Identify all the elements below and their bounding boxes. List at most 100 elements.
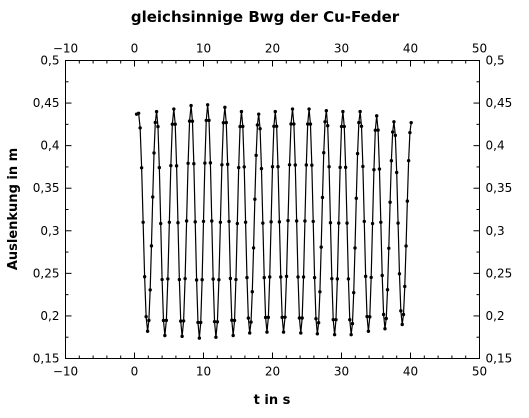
data-point: [293, 163, 297, 167]
data-point: [263, 315, 268, 320]
y-tick-label-left: 0,3: [40, 224, 59, 238]
data-point: [153, 120, 157, 125]
data-point: [287, 163, 292, 167]
data-point: [319, 245, 323, 249]
data-point: [354, 196, 358, 200]
data-point: [341, 109, 345, 114]
data-point: [322, 151, 326, 155]
data-point: [187, 119, 192, 123]
data-point: [172, 107, 176, 111]
data-point: [274, 124, 279, 129]
data-point: [227, 219, 231, 224]
data-point: [385, 288, 390, 292]
data-point: [399, 309, 403, 313]
data-point: [199, 320, 203, 325]
data-point: [283, 315, 287, 319]
data-point: [255, 123, 260, 127]
data-point: [286, 218, 290, 223]
data-point: [215, 320, 220, 324]
data-point: [218, 220, 223, 224]
y-tick-label-right: 0,4: [486, 139, 505, 153]
data-point: [248, 331, 252, 335]
data-point: [353, 246, 357, 250]
data-point: [136, 111, 141, 115]
data-point: [194, 278, 199, 282]
data-point: [328, 221, 333, 225]
data-point: [294, 219, 299, 223]
y-tick-label-left: 0,45: [33, 96, 60, 110]
x-tick-label-top: 10: [196, 42, 211, 56]
x-tick-label-bottom: −10: [53, 365, 78, 379]
data-point: [397, 272, 402, 276]
data-point: [169, 163, 173, 168]
data-point: [207, 118, 211, 123]
data-point: [279, 275, 283, 279]
data-point: [355, 151, 360, 156]
y-tick-label-left: 0,35: [33, 181, 60, 195]
data-point: [268, 275, 272, 279]
data-point: [201, 219, 206, 224]
data-point: [395, 170, 399, 175]
data-point: [381, 312, 386, 317]
data-point: [141, 220, 145, 224]
data-point: [339, 124, 344, 129]
data-point: [231, 333, 235, 338]
data-point: [289, 122, 293, 126]
data-point: [266, 315, 271, 320]
data-point: [161, 318, 166, 323]
y-tick-label-right: 0,25: [486, 266, 513, 280]
x-tick-label-top: 50: [472, 42, 487, 56]
data-point: [304, 163, 309, 167]
data-point: [258, 127, 262, 131]
data-point: [315, 332, 320, 336]
data-point: [160, 277, 164, 282]
data-point: [310, 163, 314, 167]
y-tick-label-left: 0,5: [40, 54, 59, 68]
data-point: [300, 316, 304, 320]
data-point: [159, 221, 163, 226]
data-point: [173, 122, 177, 126]
data-point: [220, 163, 224, 167]
data-point: [292, 122, 296, 126]
x-tick-label-bottom: 0: [131, 365, 139, 379]
data-point: [246, 316, 251, 320]
data-point: [388, 200, 392, 204]
data-point: [186, 161, 190, 166]
data-point: [205, 103, 210, 107]
data-point: [408, 130, 412, 135]
data-point: [345, 221, 349, 225]
data-point: [157, 165, 162, 170]
data-point: [230, 318, 234, 322]
data-point: [357, 120, 361, 125]
data-point: [177, 277, 182, 282]
data-point: [174, 164, 179, 168]
data-point: [406, 158, 411, 163]
y-tick-label-left: 0,2: [40, 309, 59, 323]
chart-title: gleichsinnige Bwg der Cu-Feder: [131, 8, 400, 26]
data-point: [323, 120, 327, 124]
data-point: [384, 316, 388, 321]
data-point: [208, 161, 213, 165]
data-point: [156, 124, 160, 129]
data-point: [257, 112, 261, 116]
data-point: [261, 221, 265, 225]
data-point: [350, 321, 355, 326]
data-point: [239, 109, 244, 114]
data-point: [142, 275, 147, 279]
x-axis-label: t in s: [254, 393, 291, 408]
data-point: [196, 320, 200, 325]
data-point: [346, 277, 351, 281]
data-point: [144, 314, 148, 319]
data-point: [138, 126, 142, 130]
data-point: [210, 219, 214, 223]
data-point: [148, 288, 152, 292]
data-point: [368, 315, 372, 319]
data-point: [270, 165, 275, 169]
data-point: [166, 277, 170, 281]
data-point: [369, 275, 373, 280]
data-point: [250, 290, 254, 294]
y-tick-label-right: 0,3: [486, 224, 505, 238]
data-point: [214, 335, 218, 339]
data-point: [254, 153, 258, 158]
data-point: [253, 197, 257, 201]
